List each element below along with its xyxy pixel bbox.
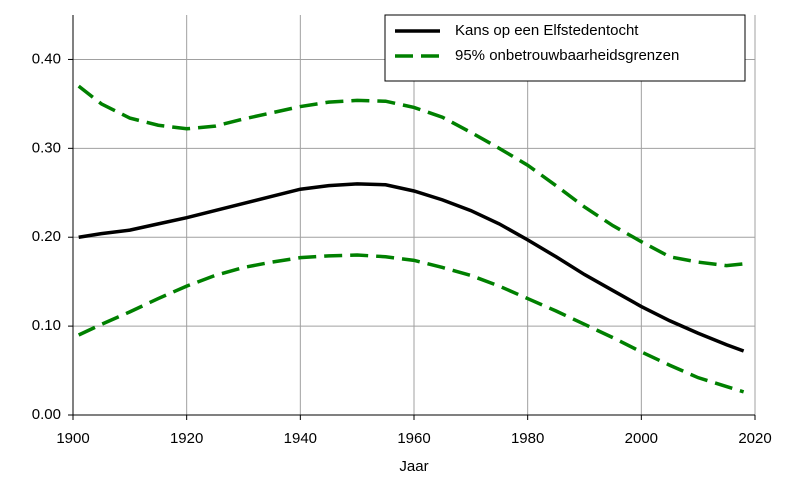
x-tick-label: 2020 [738,430,771,447]
legend-box [384,14,746,82]
legend-label: Kans op een Elfstedentocht [455,22,639,39]
x-tick-label: 1960 [397,430,430,447]
x-tick-label: 1980 [511,430,544,447]
series-line [77,253,745,394]
y-tick-label: 0.00 [32,406,61,423]
x-tick-label: 1940 [284,430,317,447]
y-tick-label: 0.20 [32,228,61,245]
y-tick-label: 0.10 [32,317,61,334]
legend-label: 95% onbetrouwbaarheidsgrenzen [455,47,679,64]
x-tick-label: 1920 [170,430,203,447]
x-tick-label: 2000 [625,430,658,447]
y-tick-label: 0.40 [32,50,61,67]
series-line [77,84,744,268]
x-axis-label: Jaar [399,458,428,475]
y-tick-label: 0.30 [32,139,61,156]
x-tick-label: 1900 [56,430,89,447]
series-line [78,182,745,353]
